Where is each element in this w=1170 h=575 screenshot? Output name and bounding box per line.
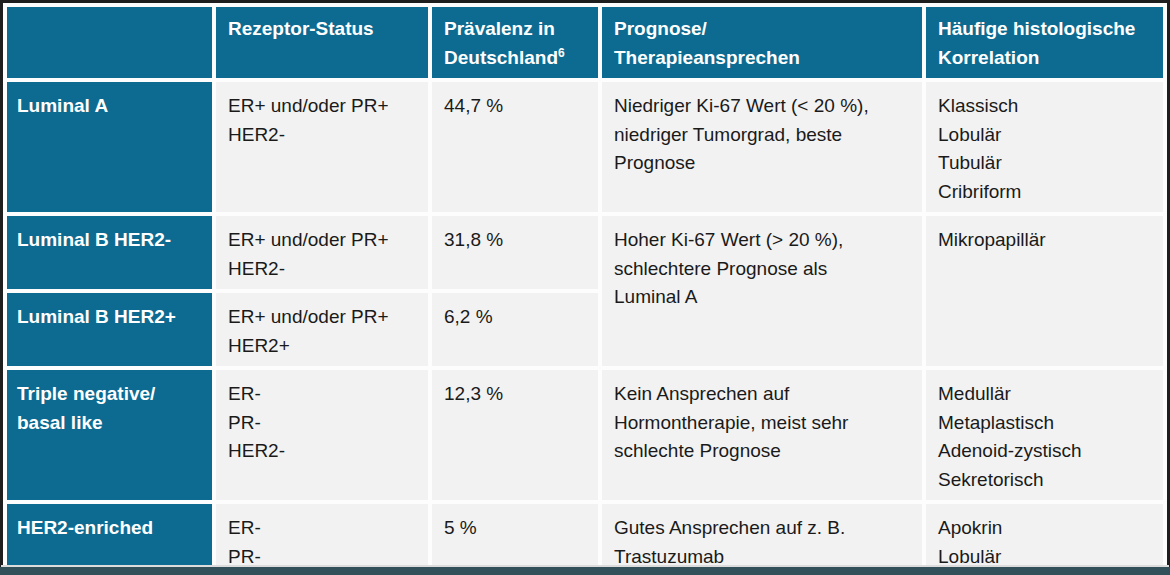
cell-her2-enriched-praevalenz: 5 % xyxy=(432,504,598,565)
table-wrapper: Rezeptor-Status Prävalenz in Deutschland… xyxy=(0,0,1170,565)
cell-her2-enriched-rezeptor: ER- PR- HER2+ xyxy=(216,504,428,565)
table-row-her2-enriched: HER2-enriched ER- PR- HER2+ 5 % Gutes An… xyxy=(7,504,1163,565)
cell-triple-negative-praevalenz: 12,3 % xyxy=(432,370,598,500)
slide-frame: Rezeptor-Status Prävalenz in Deutschland… xyxy=(0,0,1170,575)
cell-luminal-b-histologie-merged: Mikropapillär xyxy=(926,216,1163,366)
row-label-luminal-b-her2-negative: Luminal B HER2- xyxy=(7,216,212,289)
header-cell-prognose: Prognose/ Therapieansprechen xyxy=(602,7,922,78)
cell-her2-enriched-prognose: Gutes Ansprechen auf z. B. Trastuzumab xyxy=(602,504,922,565)
row-label-luminal-b-her2-positive: Luminal B HER2+ xyxy=(7,293,212,366)
table-row-luminal-a: Luminal A ER+ und/oder PR+ HER2- 44,7 % … xyxy=(7,82,1163,212)
row-label-luminal-a: Luminal A xyxy=(7,82,212,212)
cell-luminal-a-rezeptor: ER+ und/oder PR+ HER2- xyxy=(216,82,428,212)
cell-luminal-a-praevalenz: 44,7 % xyxy=(432,82,598,212)
cell-triple-negative-histologie: Medullär Metaplastisch Adenoid-zystisch … xyxy=(926,370,1163,500)
row-label-her2-enriched: HER2-enriched xyxy=(7,504,212,565)
header-cell-corner xyxy=(7,7,212,78)
cell-luminal-b-her2-negative-praevalenz: 31,8 % xyxy=(432,216,598,289)
cell-triple-negative-rezeptor: ER- PR- HER2- xyxy=(216,370,428,500)
header-praevalenz-text: Prävalenz in Deutschland xyxy=(444,18,558,68)
cell-triple-negative-prognose: Kein Ansprechen auf Hormontherapie, meis… xyxy=(602,370,922,500)
cell-luminal-b-her2-positive-praevalenz: 6,2 % xyxy=(432,293,598,366)
header-cell-histologische-korrelation: Häufige histologische Korrelation xyxy=(926,7,1163,78)
header-cell-rezeptor-status: Rezeptor-Status xyxy=(216,7,428,78)
header-row: Rezeptor-Status Prävalenz in Deutschland… xyxy=(7,7,1163,78)
cell-luminal-b-her2-negative-rezeptor: ER+ und/oder PR+ HER2- xyxy=(216,216,428,289)
header-cell-praevalenz: Prävalenz in Deutschland6 xyxy=(432,7,598,78)
cell-luminal-b-prognose-merged: Hoher Ki-67 Wert (> 20 %), schlechtere P… xyxy=(602,216,922,366)
table-row-luminal-b-her2-negative: Luminal B HER2- ER+ und/oder PR+ HER2- 3… xyxy=(7,216,1163,289)
table-row-triple-negative: Triple negative/ basal like ER- PR- HER2… xyxy=(7,370,1163,500)
cell-luminal-b-her2-positive-rezeptor: ER+ und/oder PR+ HER2+ xyxy=(216,293,428,366)
bottom-slate-band xyxy=(0,567,1170,575)
footnote-marker: 6 xyxy=(558,45,565,59)
cell-luminal-a-prognose: Niedriger Ki-67 Wert (< 20 %), niedriger… xyxy=(602,82,922,212)
row-label-triple-negative: Triple negative/ basal like xyxy=(7,370,212,500)
cell-luminal-a-histologie: Klassisch Lobulär Tubulär Cribriform xyxy=(926,82,1163,212)
cell-her2-enriched-histologie: Apokrin Lobulär Mikropapillär xyxy=(926,504,1163,565)
breast-cancer-subtype-table: Rezeptor-Status Prävalenz in Deutschland… xyxy=(3,3,1167,565)
